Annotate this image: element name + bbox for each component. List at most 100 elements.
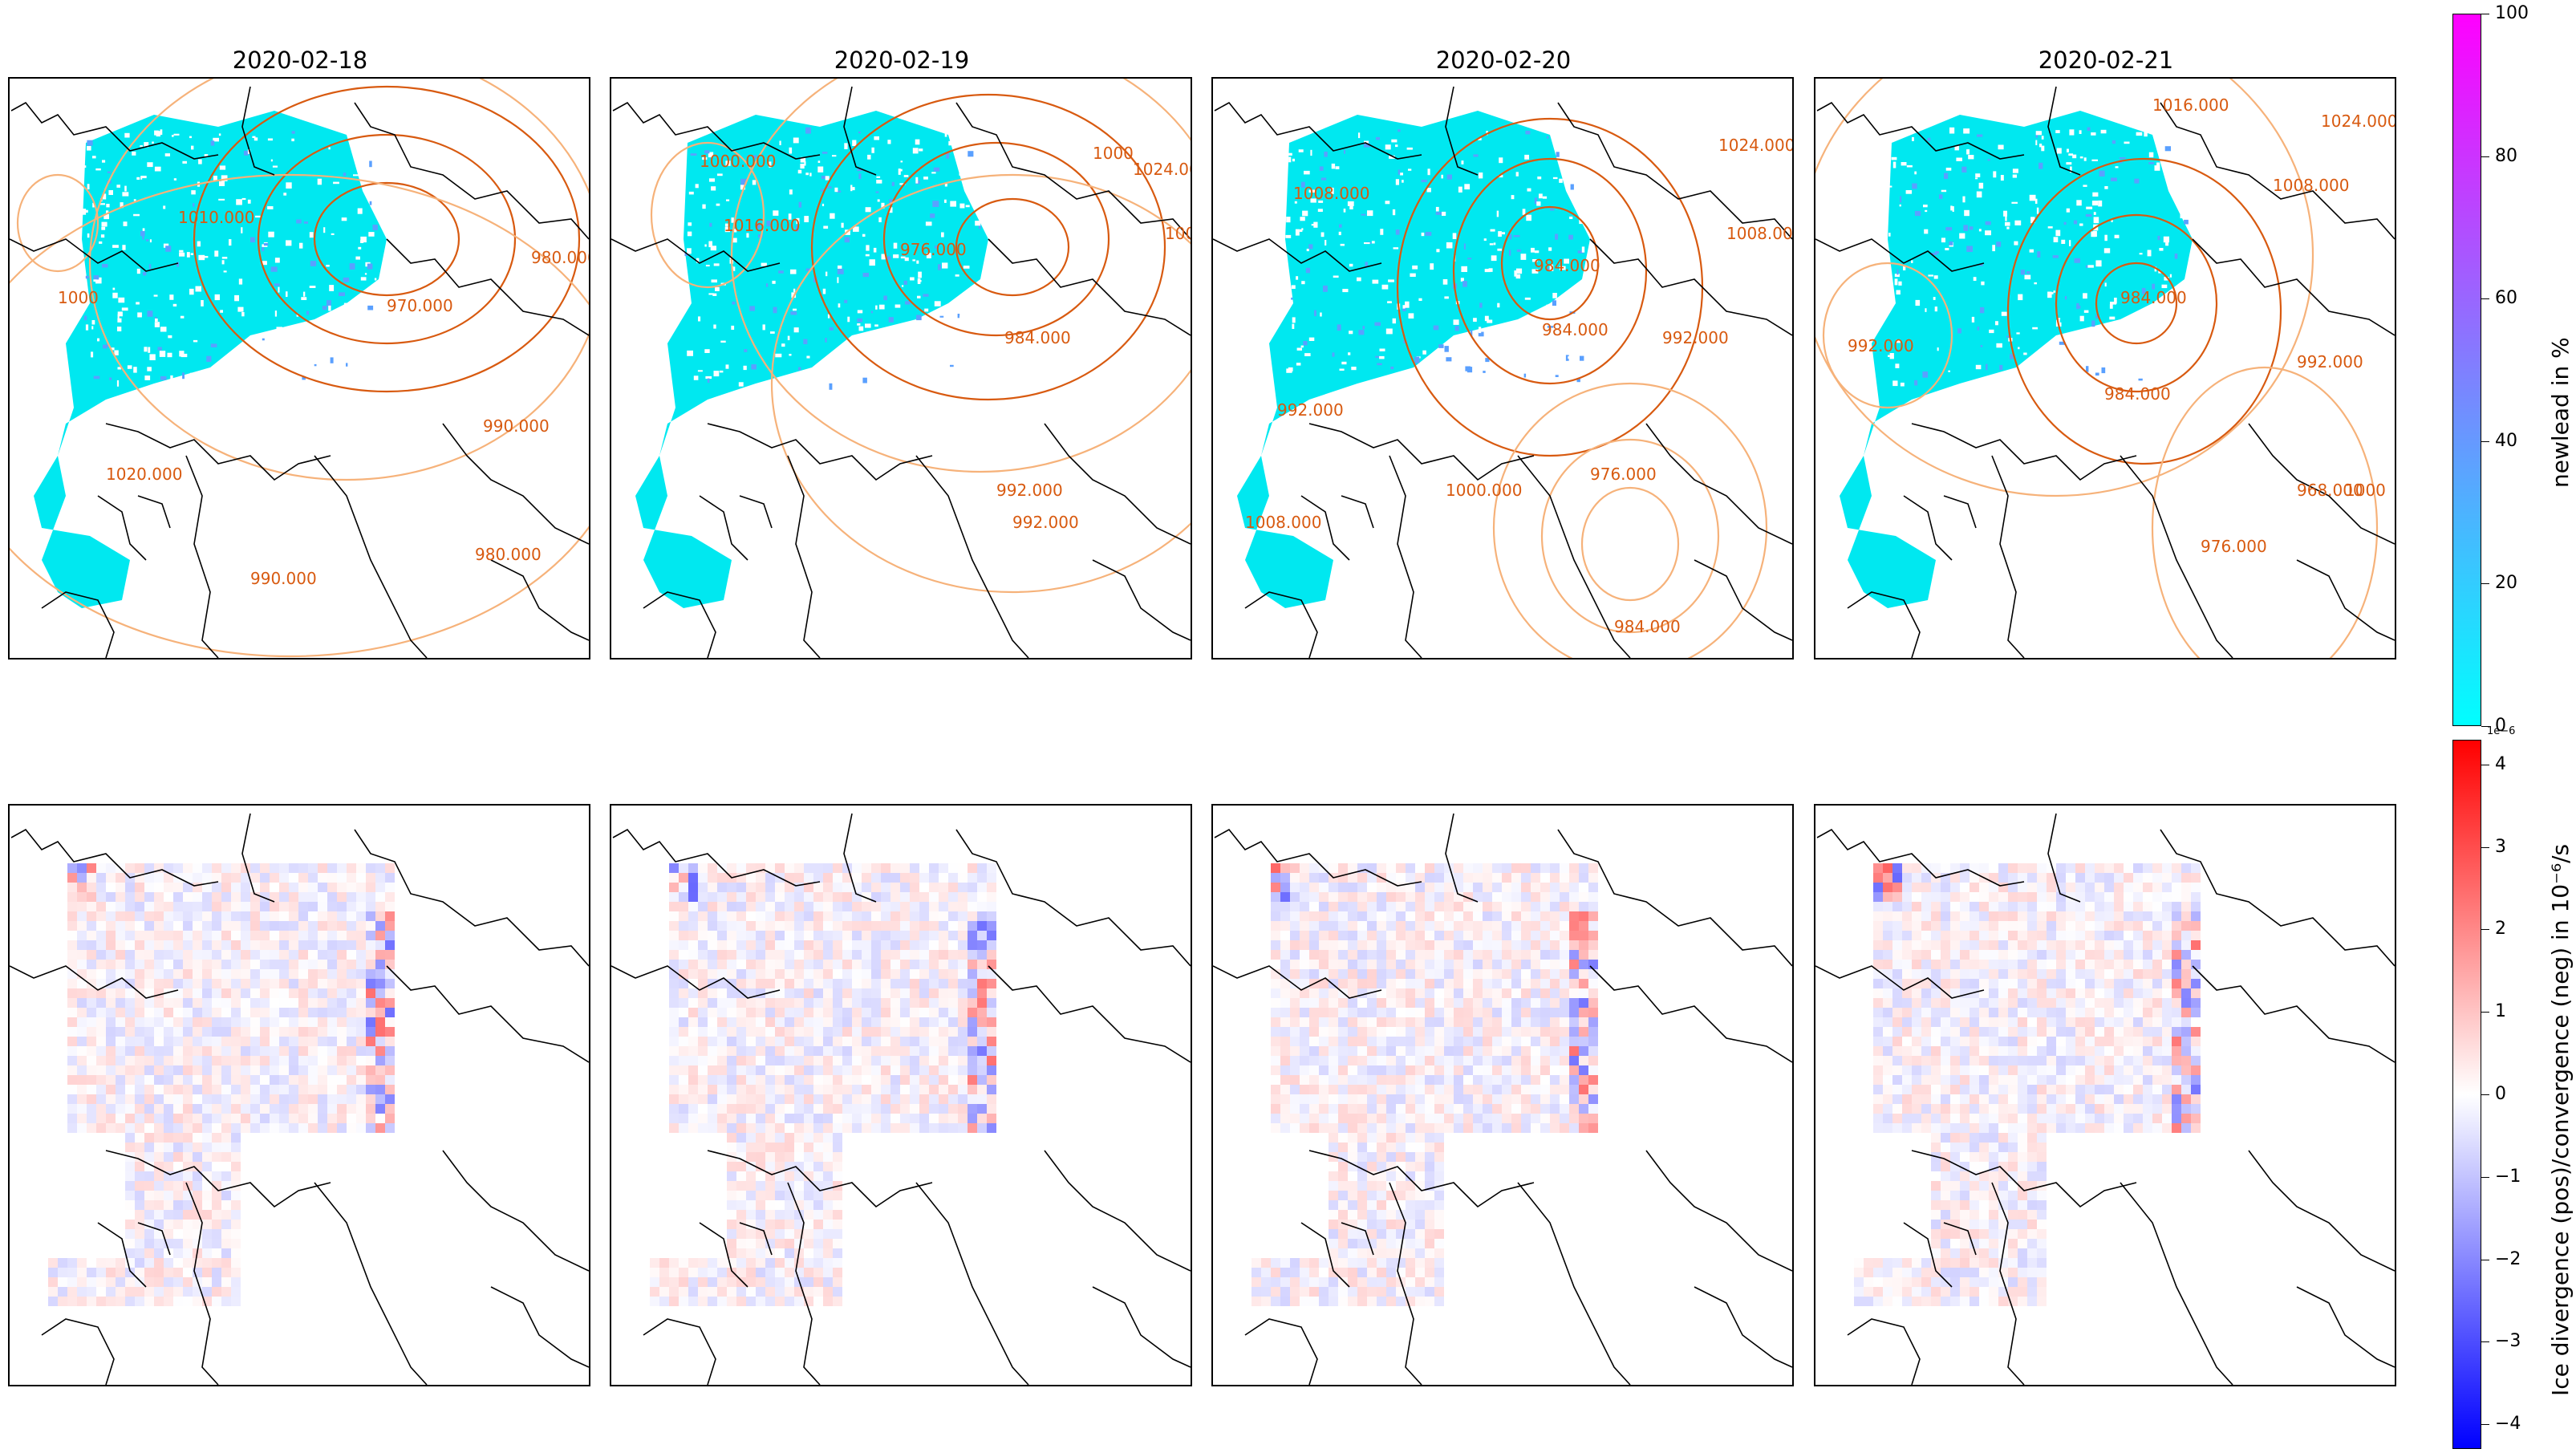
divergence-cell	[679, 1114, 688, 1123]
divergence-cell	[375, 940, 385, 950]
divergence-cell	[900, 940, 910, 950]
divergence-cell	[144, 1171, 154, 1181]
divergence-cell	[659, 1268, 669, 1277]
coastline	[1341, 495, 1374, 529]
lead-speckle	[1385, 201, 1390, 205]
divergence-cell	[688, 902, 698, 911]
divergence-cell	[212, 1065, 221, 1075]
divergence-cell	[852, 1056, 862, 1065]
divergence-cell	[1588, 1123, 1598, 1133]
divergence-cell	[1396, 1037, 1406, 1046]
divergence-cell	[1540, 883, 1550, 892]
divergence-cell	[1434, 873, 1444, 883]
coastline	[2296, 559, 2395, 641]
divergence-cell	[318, 892, 327, 902]
lead-speckle	[1986, 363, 1988, 371]
divergence-cell	[813, 1248, 823, 1258]
divergence-cell	[669, 1075, 679, 1085]
coastline	[1557, 829, 1792, 967]
lead-speckle	[731, 217, 734, 223]
lead-speckle	[1362, 326, 1365, 330]
lead-speckle	[168, 335, 172, 339]
divergence-cell	[1425, 1210, 1434, 1220]
divergence-cell	[173, 1133, 183, 1143]
divergence-cell	[202, 1094, 212, 1104]
divergence-cell	[1454, 902, 1463, 911]
divergence-cell	[1511, 1085, 1521, 1094]
divergence-cell	[173, 1114, 183, 1123]
divergence-cell	[813, 863, 823, 873]
divergence-cell	[164, 1277, 173, 1287]
divergence-cell	[1338, 1027, 1348, 1037]
divergence-cell	[279, 1027, 289, 1037]
lead-speckle	[959, 315, 963, 323]
divergence-cell	[212, 1200, 221, 1210]
divergence-cell	[260, 1046, 270, 1056]
divergence-cell	[1406, 1152, 1415, 1162]
divergence-cell	[1912, 902, 1921, 911]
divergence-cell	[871, 1027, 881, 1037]
lead-speckle	[302, 376, 306, 380]
lead-speckle	[1963, 225, 1969, 231]
lead-speckle	[353, 174, 359, 177]
divergence-cell	[1434, 1200, 1444, 1210]
divergence-cell	[1338, 998, 1348, 1008]
lead-speckle	[1944, 172, 1949, 179]
divergence-cell	[910, 921, 919, 931]
divergence-cell	[1415, 1171, 1425, 1181]
divergence-cell	[1290, 1065, 1300, 1075]
divergence-cell	[96, 1114, 106, 1123]
divergence-cell	[1434, 1239, 1444, 1248]
divergence-cell	[1979, 902, 1989, 911]
divergence-cell	[1960, 873, 1970, 883]
divergence-cell	[1531, 892, 1540, 902]
divergence-cell	[862, 998, 871, 1008]
divergence-cell	[193, 931, 202, 940]
divergence-cell	[308, 960, 318, 969]
divergence-cell	[1348, 1229, 1357, 1239]
divergence-cell	[708, 1268, 717, 1277]
lead-speckle	[1357, 277, 1361, 282]
divergence-cell	[765, 1162, 775, 1171]
divergence-cell	[375, 988, 385, 998]
divergence-cell	[1560, 1008, 1569, 1017]
divergence-cell	[1579, 979, 1588, 988]
lead-speckle	[1349, 205, 1353, 209]
divergence-cell	[813, 940, 823, 950]
divergence-cell	[2181, 892, 2191, 902]
divergence-cell	[785, 1239, 794, 1248]
divergence-cell	[765, 988, 775, 998]
divergence-cell	[785, 998, 794, 1008]
divergence-cell	[910, 892, 919, 902]
divergence-cell	[1502, 1104, 1511, 1114]
divergence-cell	[919, 902, 929, 911]
divergence-cell	[804, 1210, 813, 1220]
lead-speckle	[1531, 269, 1539, 274]
divergence-cell	[1444, 1008, 1454, 1017]
divergence-cell	[746, 1258, 756, 1268]
divergence-cell	[221, 1085, 231, 1094]
lead-speckle	[1565, 355, 1569, 361]
divergence-cell	[1406, 1143, 1415, 1152]
divergence-cell	[125, 1277, 135, 1287]
lead-speckle	[1387, 301, 1392, 303]
divergence-cell	[1338, 1171, 1348, 1181]
divergence-cell	[736, 940, 746, 950]
divergence-cell	[337, 902, 347, 911]
divergence-cell	[298, 873, 308, 883]
coastline	[1694, 1286, 1792, 1368]
divergence-cell	[1290, 931, 1300, 940]
divergence-cell	[202, 950, 212, 960]
divergence-cell	[833, 1065, 842, 1075]
divergence-cell	[958, 969, 968, 979]
divergence-cell	[813, 902, 823, 911]
divergence-cell	[736, 883, 746, 892]
divergence-cell	[736, 1239, 746, 1248]
divergence-cell	[260, 988, 270, 998]
lead-speckle	[862, 352, 866, 355]
divergence-cell	[212, 892, 221, 902]
divergence-cell	[356, 1085, 366, 1094]
divergence-cell	[736, 1104, 746, 1114]
divergence-cell	[939, 1008, 948, 1017]
divergence-cell	[929, 1056, 939, 1065]
